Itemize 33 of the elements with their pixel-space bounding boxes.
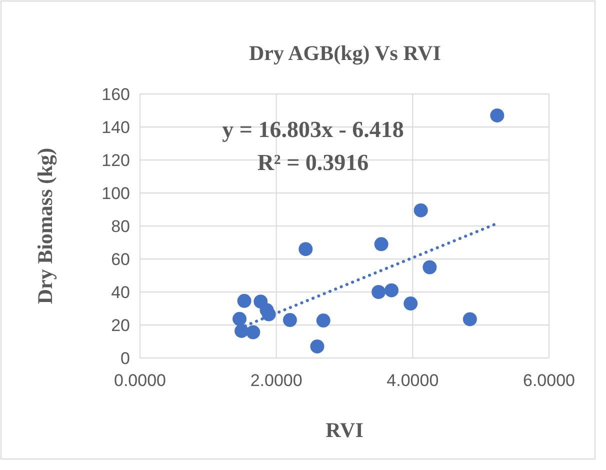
chart-title: Dry AGB(kg) Vs RVI [249,41,441,65]
annotation: y = 16.803x - 6.418 [222,117,404,142]
point [232,312,247,326]
point [374,237,388,252]
point [384,283,399,298]
point [310,339,324,354]
y-tick-label: 40 [111,282,130,302]
x-tick-label: 0.0000 [114,371,166,390]
x-axis-title: RVI [326,418,364,442]
y-tick-label: 80 [111,216,130,236]
point [490,108,504,122]
point [404,296,418,311]
point [422,260,437,274]
point [282,313,297,328]
y-tick-label: 60 [111,250,130,269]
point [462,312,477,326]
point [372,285,386,299]
annotation: R² = 0.3916 [257,150,369,175]
x-tick-label: 6.0000 [523,371,575,390]
y-tick-label: 120 [102,150,130,170]
y-tick-label: 140 [102,118,130,137]
x-tick-label: 2.0000 [250,371,302,390]
y-axis-title: Dry Biomass (kg) [33,148,57,304]
y-tick-label: 100 [102,184,130,203]
point [414,203,428,218]
point [246,325,260,340]
point [237,294,252,308]
y-tick-label: 0 [120,348,130,368]
y-tick-label: 160 [102,84,130,104]
y-tick-label: 20 [111,316,130,335]
point [316,314,330,328]
x-tick-label: 4.0000 [386,371,439,390]
point [298,242,313,256]
